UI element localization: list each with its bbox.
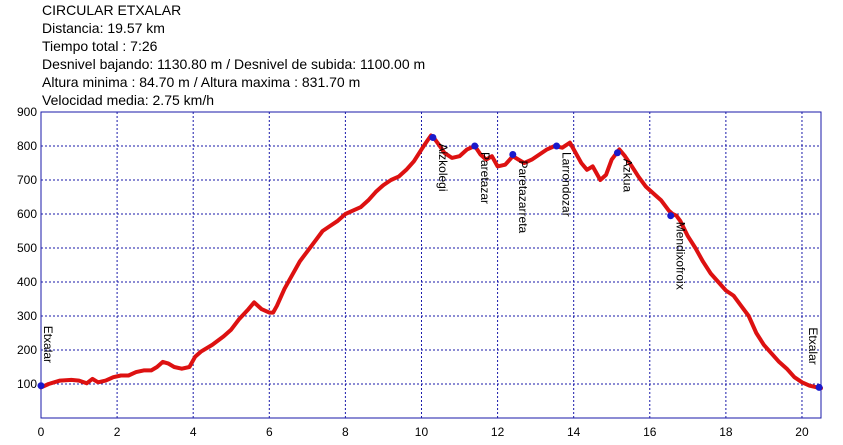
- waypoint-label: Azkua: [620, 159, 634, 193]
- x-tick-label: 20: [795, 425, 809, 439]
- x-tick-label: 0: [38, 425, 45, 439]
- waypoint-marker: Larrondozar: [553, 142, 574, 217]
- track-title: CIRCULAR ETXALAR: [42, 2, 182, 18]
- waypoint-marker: Paretazar: [471, 142, 492, 204]
- y-tick-label: 200: [17, 343, 37, 357]
- waypoint-label: Etxalar: [806, 327, 820, 364]
- waypoint-dot: [37, 382, 45, 390]
- waypoint-marker: Etxalar: [37, 326, 55, 390]
- waypoint-dot: [553, 142, 561, 150]
- waypoint-label: Larrondozar: [560, 152, 574, 217]
- waypoint-dot: [815, 383, 823, 391]
- track-summary: CIRCULAR ETXALAR Distancia: 19.57 km Tie…: [42, 1, 425, 109]
- plot-frame: [40, 111, 822, 419]
- x-tick-label: 16: [643, 425, 657, 439]
- profile-series: [39, 133, 823, 391]
- waypoint-label: Paretazar: [478, 152, 492, 204]
- elevation-change-text: Desnivel bajando: 1130.80 m / Desnivel d…: [42, 56, 426, 72]
- waypoint-dot: [509, 151, 517, 158]
- x-tick-label: 14: [567, 425, 581, 439]
- x-tick-label: 10: [415, 425, 429, 439]
- waypoint-marker: Etxalar: [806, 327, 823, 391]
- average-speed-text: Velocidad media: 2.75 km/h: [42, 92, 214, 108]
- waypoint-dot: [667, 212, 675, 220]
- distance-text: Distancia: 19.57 km: [42, 20, 165, 36]
- x-tick-label: 6: [266, 425, 273, 439]
- waypoint-label: Mendixofroix: [674, 222, 688, 290]
- x-tick-label: 2: [114, 425, 121, 439]
- waypoint-marker: Azkua: [613, 149, 634, 193]
- waypoint-marker: Aizkolegi: [429, 134, 450, 192]
- y-tick-label: 800: [17, 139, 37, 153]
- waypoints: Etxalar Aizkolegi Paretazar Paretazarreta La…: [37, 134, 823, 391]
- waypoint-marker: Paretazarreta: [509, 151, 530, 234]
- y-tick-label: 900: [17, 105, 37, 119]
- y-tick-label: 600: [17, 207, 37, 221]
- altitude-range-text: Altura minima : 84.70 m / Altura maxima …: [42, 74, 361, 90]
- x-tick-label: 18: [719, 425, 733, 439]
- x-tick-label: 8: [342, 425, 349, 439]
- waypoint-label: Etxalar: [41, 326, 55, 363]
- y-tick-label: 400: [17, 275, 37, 289]
- waypoint-dot: [471, 142, 479, 150]
- y-tick-label: 100: [17, 377, 37, 391]
- waypoint-marker: Mendixofroix: [667, 212, 688, 290]
- total-time-text: Tiempo total : 7:26: [42, 38, 158, 54]
- grid: [41, 112, 821, 418]
- y-tick-label: 700: [17, 173, 37, 187]
- x-tick-label: 4: [190, 425, 197, 439]
- waypoint-dot: [429, 134, 437, 141]
- waypoint-dot: [613, 149, 621, 157]
- y-tick-label: 500: [17, 241, 37, 255]
- axis-tick-labels: 0 2 4 6 8 10 12 14 16 18 20 100 200 300 400 500 600 700 80…: [17, 105, 809, 439]
- x-tick-label: 12: [491, 425, 505, 439]
- y-tick-label: 300: [17, 309, 37, 323]
- waypoint-label: Aizkolegi: [436, 144, 450, 192]
- waypoint-label: Paretazarreta: [516, 161, 530, 234]
- series-line-altitude: [39, 133, 823, 391]
